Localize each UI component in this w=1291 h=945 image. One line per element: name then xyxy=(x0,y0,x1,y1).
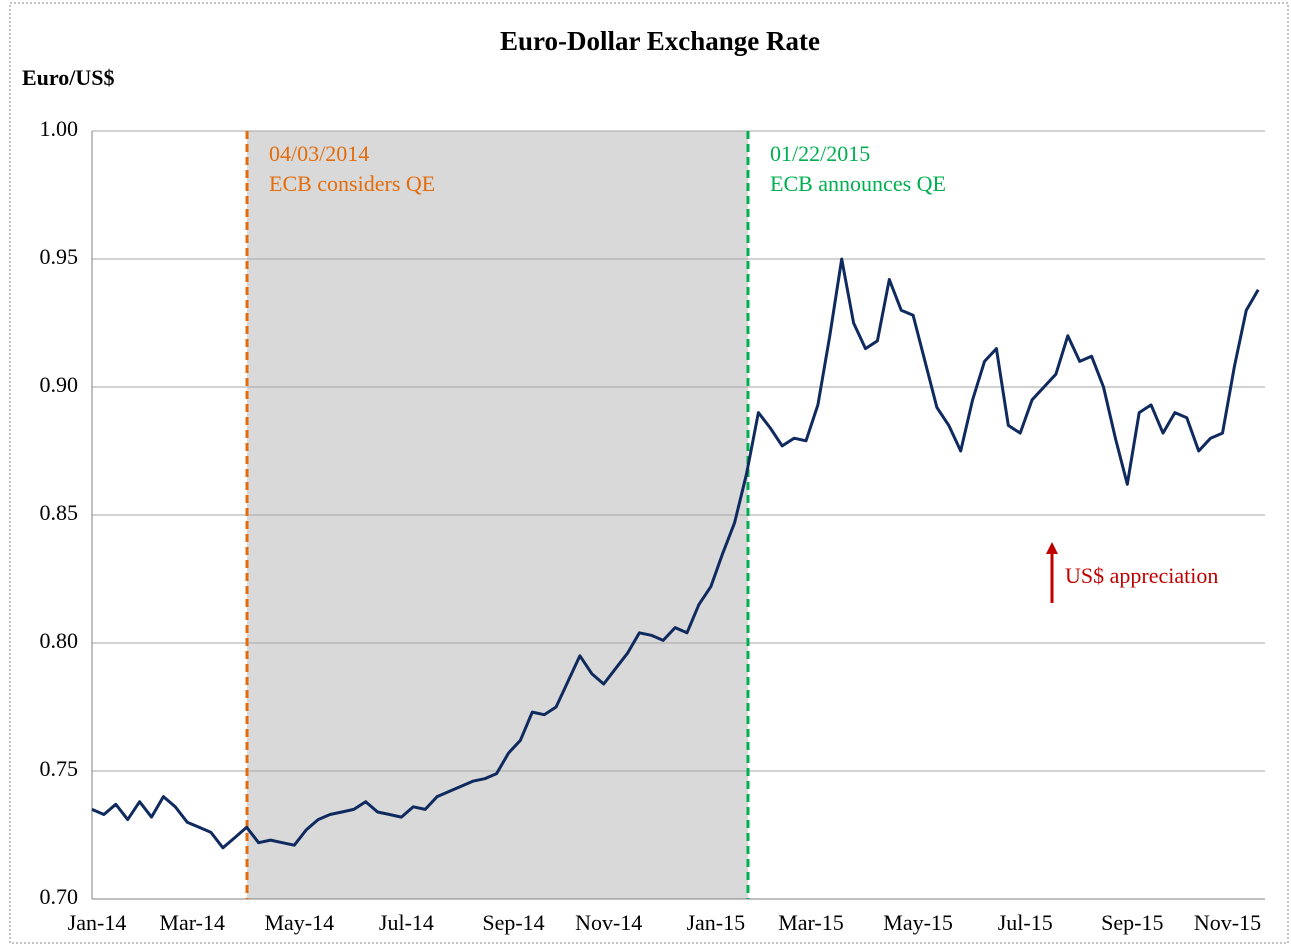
frame xyxy=(9,2,1289,944)
x-tick-label: May-15 xyxy=(883,910,953,935)
x-tick-label: Jan-15 xyxy=(686,910,745,935)
event-date: 04/03/2014 xyxy=(269,141,369,166)
annotation: US$ appreciation xyxy=(1065,563,1218,588)
x-tick-label: Jan-14 xyxy=(68,910,127,935)
event-label: ECB considers QE xyxy=(269,171,435,196)
y-tick-label: 0.80 xyxy=(40,628,79,653)
y-tick-label: 0.70 xyxy=(40,884,79,909)
x-tick-label: Jul-15 xyxy=(998,910,1053,935)
x-tick-label: May-14 xyxy=(264,910,334,935)
arrow-head xyxy=(1046,542,1058,554)
x-tick-label: Nov-15 xyxy=(1194,910,1261,935)
data-line xyxy=(91,257,1260,850)
x-tick-label: Nov-14 xyxy=(575,910,642,935)
y-tick-label: 0.85 xyxy=(40,500,79,525)
x-tick-label: Sep-15 xyxy=(1101,910,1163,935)
event-label: ECB announces QE xyxy=(770,171,946,196)
y-tick-label: 1.00 xyxy=(40,116,79,141)
x-tick-label: Mar-15 xyxy=(778,910,844,935)
y-tick-label: 0.95 xyxy=(40,244,79,269)
event-date: 01/22/2015 xyxy=(770,141,870,166)
x-tick-label: Jul-14 xyxy=(379,910,434,935)
x-tick-label: Mar-14 xyxy=(159,910,225,935)
y-tick-label: 0.90 xyxy=(40,372,79,397)
x-tick-label: Sep-14 xyxy=(482,910,544,935)
y-tick-label: 0.75 xyxy=(40,756,79,781)
y-axis-label: Euro/US$ xyxy=(22,65,115,90)
chart-title: Euro-Dollar Exchange Rate xyxy=(500,26,820,56)
